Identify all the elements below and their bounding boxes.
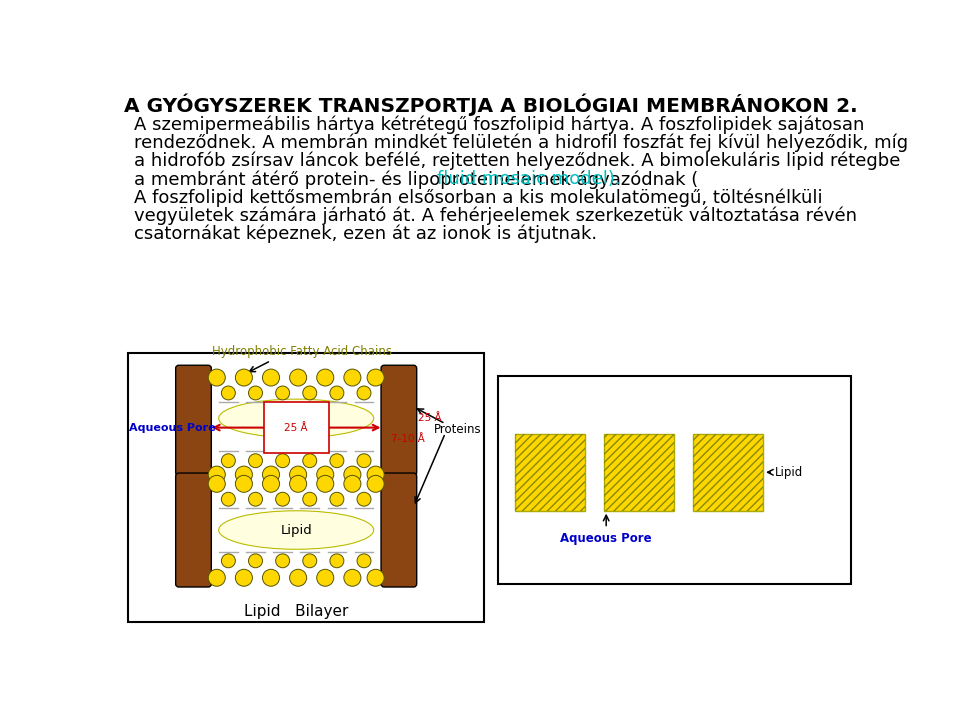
Circle shape [208, 466, 225, 483]
Circle shape [263, 466, 279, 483]
Text: vegyületek számára járható át. A fehérjeelemek szerkezetük változtatása révén: vegyületek számára járható át. A fehérje… [134, 206, 856, 224]
Text: A GYÓGYSZEREK TRANSZPORTJA A BIOLÓGIAI MEMBRÁNOKON 2.: A GYÓGYSZEREK TRANSZPORTJA A BIOLÓGIAI M… [125, 93, 858, 116]
Bar [693, 434, 763, 510]
Text: Proteins: Proteins [433, 423, 481, 436]
Circle shape [357, 386, 371, 400]
Ellipse shape [219, 510, 374, 549]
Circle shape [344, 475, 361, 492]
Circle shape [248, 554, 263, 568]
Text: a hidrofób zsírsav láncok befélé, rejtetten helyeződnek. A bimolekuláris lipid r: a hidrofób zsírsav láncok befélé, rejtet… [134, 152, 901, 171]
Bar [604, 434, 674, 510]
Circle shape [248, 454, 263, 468]
Circle shape [330, 492, 344, 506]
Circle shape [367, 569, 385, 586]
Circle shape [235, 475, 252, 492]
Text: fluid mosaic model).: fluid mosaic model). [436, 170, 620, 188]
Circle shape [275, 554, 290, 568]
Circle shape [344, 466, 361, 483]
Circle shape [330, 386, 344, 400]
Circle shape [263, 369, 279, 386]
Text: rendeződnek. A membrán mindkét felületén a hidrofil foszfát fej kívül helyeződik: rendeződnek. A membrán mindkét felületén… [134, 134, 908, 152]
FancyBboxPatch shape [381, 365, 417, 475]
Circle shape [235, 569, 252, 586]
Text: 25 Å: 25 Å [285, 423, 308, 433]
Text: A szemipermeábilis hártya kétrétegű foszfolipid hártya. A foszfolipidek sajátosa: A szemipermeábilis hártya kétrétegű fosz… [134, 116, 864, 135]
FancyBboxPatch shape [175, 473, 211, 587]
Circle shape [248, 386, 263, 400]
Text: Lipid: Lipid [280, 412, 312, 425]
Circle shape [290, 466, 307, 483]
Bar [693, 434, 763, 510]
Circle shape [316, 369, 334, 386]
Text: Lipid: Lipid [280, 523, 312, 537]
Circle shape [275, 492, 290, 506]
Circle shape [235, 466, 252, 483]
Circle shape [367, 466, 385, 483]
Circle shape [303, 554, 316, 568]
Circle shape [222, 454, 235, 468]
Circle shape [316, 569, 334, 586]
Bar [498, 376, 851, 584]
FancyBboxPatch shape [381, 473, 417, 587]
Circle shape [344, 569, 361, 586]
Circle shape [290, 475, 307, 492]
Circle shape [357, 454, 371, 468]
Text: A foszfolipid kettősmembrán elsősorban a kis molekulatömegű, töltésnélküli: A foszfolipid kettősmembrán elsősorban a… [134, 188, 823, 207]
Circle shape [357, 492, 371, 506]
Text: Lipid: Lipid [775, 466, 803, 479]
Circle shape [303, 454, 316, 468]
Circle shape [208, 569, 225, 586]
Circle shape [222, 492, 235, 506]
FancyBboxPatch shape [175, 365, 211, 475]
Circle shape [208, 475, 225, 492]
Circle shape [303, 492, 316, 506]
Bar [128, 353, 484, 622]
Circle shape [235, 369, 252, 386]
Circle shape [248, 492, 263, 506]
Circle shape [357, 554, 371, 568]
Circle shape [316, 475, 334, 492]
Text: Aqueous Pore: Aqueous Pore [129, 423, 216, 433]
Circle shape [263, 475, 279, 492]
Text: 7-10 Å: 7-10 Å [391, 434, 425, 444]
Circle shape [344, 369, 361, 386]
Bar [515, 434, 585, 510]
Bar [515, 434, 585, 510]
Circle shape [330, 454, 344, 468]
Circle shape [222, 386, 235, 400]
Text: Lipid   Bilayer: Lipid Bilayer [244, 605, 348, 620]
Text: a membránt átérő protein- és lipoproteinelemek ágyazódnak (: a membránt átérő protein- és lipoprotein… [134, 170, 698, 188]
Circle shape [290, 369, 307, 386]
Circle shape [222, 554, 235, 568]
Ellipse shape [219, 399, 374, 438]
Circle shape [303, 386, 316, 400]
Text: csatornákat képeznek, ezen át az ionok is átjutnak.: csatornákat képeznek, ezen át az ionok i… [134, 224, 596, 243]
Text: 25 Å: 25 Å [418, 413, 442, 423]
Text: Aqueous Pore: Aqueous Pore [560, 532, 652, 544]
Circle shape [290, 569, 307, 586]
Circle shape [367, 475, 385, 492]
Bar [604, 434, 674, 510]
Circle shape [316, 466, 334, 483]
Text: Hydrophobic Fatty Acid Chains: Hydrophobic Fatty Acid Chains [212, 346, 392, 358]
Circle shape [263, 569, 279, 586]
Circle shape [275, 386, 290, 400]
Circle shape [367, 369, 385, 386]
Circle shape [275, 454, 290, 468]
Circle shape [208, 369, 225, 386]
Circle shape [330, 554, 344, 568]
